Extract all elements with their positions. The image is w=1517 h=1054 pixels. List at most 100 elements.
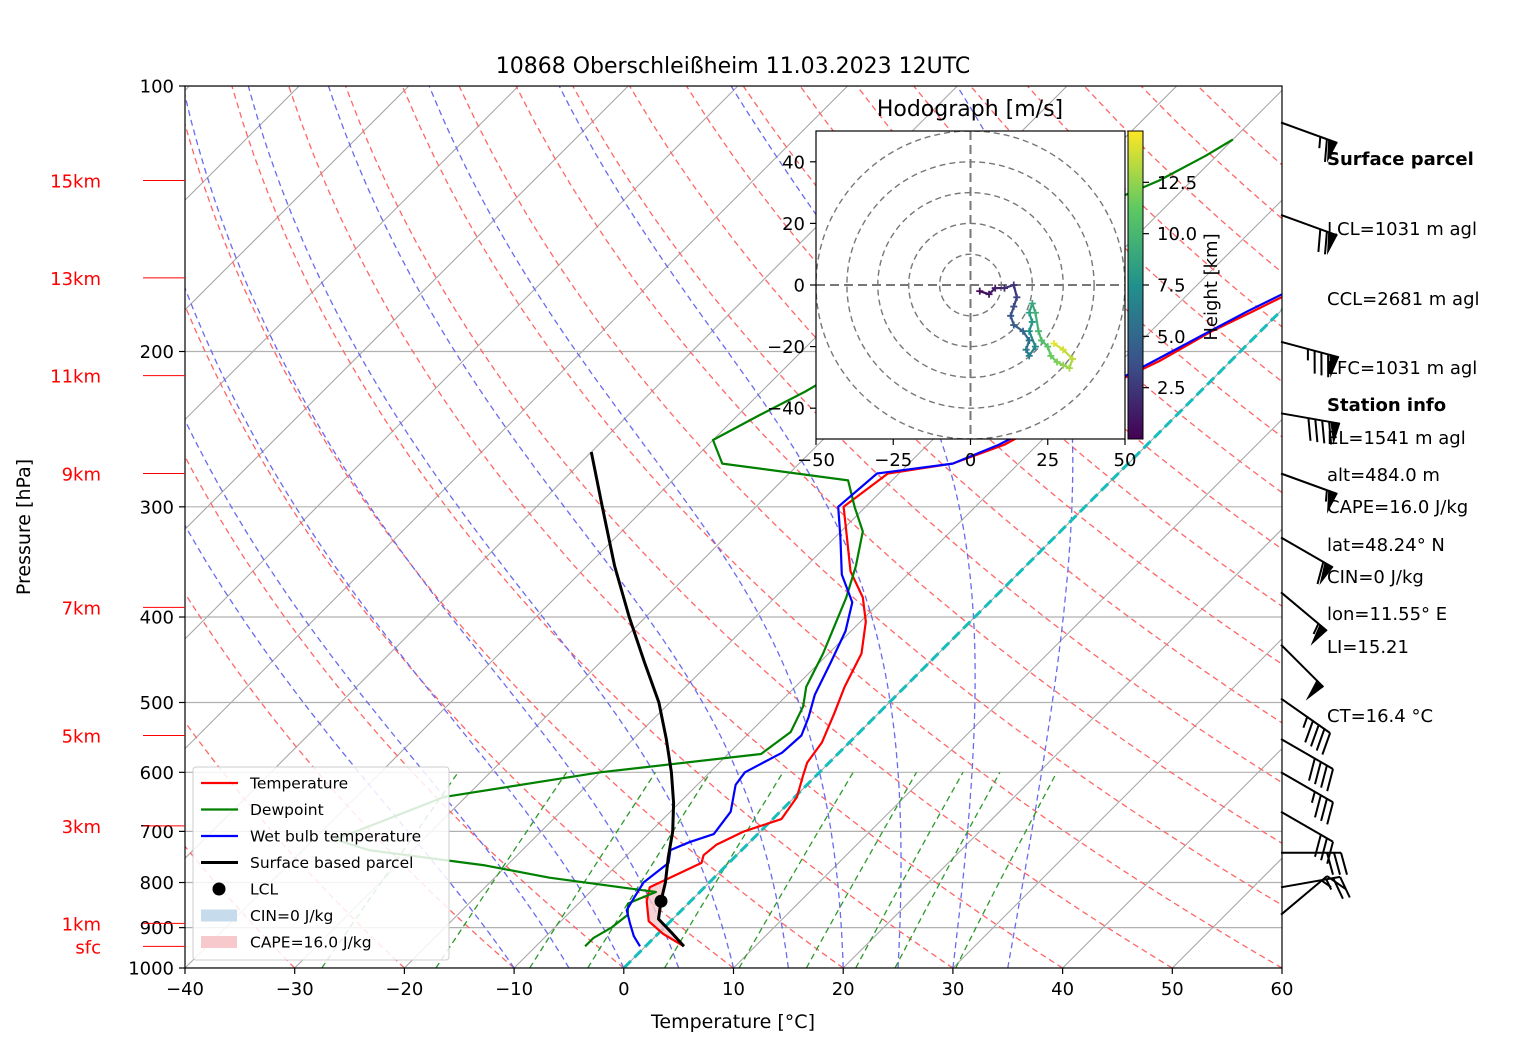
hodograph-point	[1000, 284, 1008, 292]
colorbar-label: Height [km]	[1201, 233, 1222, 340]
hodograph-y-tick-label: −40	[767, 399, 805, 420]
wind-barb	[1280, 771, 1334, 825]
skewt-axes: −40 −30 −20 −10 0 10 20 30 40 50 60100200300400500…	[50, 77, 1293, 1001]
dry-adiabat	[856, 86, 1282, 494]
hodograph-point	[1025, 336, 1033, 344]
zero-isotherm	[622, 307, 1282, 968]
barb-full	[1314, 795, 1322, 818]
surface-parcel-line: CT=16.4 °C	[1327, 706, 1434, 728]
hodograph-y-tick-label: −20	[767, 337, 805, 358]
height-label: 11km	[50, 367, 101, 388]
isotherm-gridline	[185, 86, 410, 311]
barb-half	[1324, 490, 1328, 502]
height-label: 13km	[50, 269, 101, 290]
isotherm-gridline	[185, 86, 519, 421]
legend-box	[192, 766, 450, 961]
barb-flag	[1319, 562, 1333, 586]
barb-flag	[1327, 139, 1338, 163]
x-tick-label: 10	[722, 979, 745, 1000]
wind-barb	[1280, 213, 1338, 256]
mixing-ratio-line	[855, 771, 964, 968]
hodograph-x-tick-label: −50	[797, 450, 835, 471]
surface-parcel-line: CAPE=16.0 J/kg	[1327, 497, 1469, 519]
barb-flag	[1330, 422, 1341, 445]
y-axis-label: Pressure [hPa]	[13, 459, 35, 595]
surface-parcel-header: Surface parcel	[1327, 149, 1474, 171]
barb-full	[1315, 728, 1326, 751]
barb-full	[1324, 139, 1328, 162]
barb-full	[1320, 765, 1328, 788]
barb-full	[1314, 419, 1319, 443]
hodograph-y-tick-label: 40	[782, 152, 805, 173]
hodograph-point	[991, 284, 999, 292]
hodograph-point	[1028, 318, 1036, 326]
wind-barb	[1280, 875, 1351, 900]
surface-parcel-line: LI=15.21	[1327, 636, 1409, 658]
legend-marker	[212, 882, 226, 896]
wind-barb	[1280, 591, 1328, 646]
barb-full	[1307, 418, 1312, 441]
station-info-header: Station info	[1327, 395, 1447, 417]
wind-barb	[1280, 738, 1334, 792]
barb-full	[1316, 561, 1325, 585]
hodograph-point	[1047, 352, 1055, 360]
dry-adiabat	[458, 86, 1282, 906]
barb-flag	[1327, 232, 1338, 256]
barb-staff	[1280, 643, 1325, 688]
hodograph-x-tick-label: 50	[1114, 450, 1137, 471]
barb-full	[1320, 837, 1328, 861]
wind-barb	[1280, 875, 1347, 916]
hodograph-title: Hodograph [m/s]	[877, 97, 1063, 122]
hodograph-x-tick-label: −25	[874, 450, 912, 471]
barb-half	[1312, 623, 1320, 635]
wind-barb	[1280, 472, 1338, 514]
legend-label: Temperature	[249, 775, 348, 793]
hodograph-point	[1059, 346, 1067, 354]
isotherm-gridline	[185, 86, 739, 640]
barb-full	[1328, 421, 1333, 445]
hodograph-x-tick-label: 0	[965, 450, 976, 471]
hodograph-point	[1031, 343, 1039, 351]
x-tick-label: 60	[1271, 979, 1294, 1000]
hodograph-segment	[1040, 339, 1049, 348]
y-tick-label: 900	[140, 918, 174, 939]
legend-label: Surface based parcel	[250, 854, 413, 872]
barb-staff	[1280, 340, 1340, 359]
moist-adiabat	[185, 92, 680, 968]
moist-adiabat	[185, 524, 515, 968]
station-info-panel: Station info alt=484.0 m lat=48.24° N lo…	[1327, 348, 1447, 650]
hodograph-y-tick-label: 20	[782, 214, 805, 235]
wind-barb	[1280, 810, 1334, 865]
dry-adiabat	[401, 86, 1282, 968]
x-tick-label: 30	[941, 979, 964, 1000]
barb-flag	[1329, 354, 1339, 378]
wind-barb	[1280, 340, 1340, 378]
hodograph-point	[1031, 309, 1039, 317]
wind-barb	[1280, 697, 1332, 755]
station-info-line: alt=484.0 m	[1327, 465, 1440, 487]
barb-flag	[1305, 680, 1324, 701]
x-axis-label: Temperature [°C]	[650, 1011, 815, 1033]
x-tick-label: −30	[276, 979, 314, 1000]
barb-staff	[1280, 121, 1338, 144]
barb-full	[1326, 802, 1334, 825]
height-label: 1km	[62, 914, 101, 935]
y-tick-label: 100	[140, 77, 174, 98]
hodograph-segment	[1028, 330, 1037, 348]
barb-full	[1326, 852, 1334, 875]
barb-full	[1340, 852, 1348, 875]
x-tick-label: −40	[166, 979, 204, 1000]
barb-half	[1318, 136, 1322, 149]
hodograph-point	[1010, 321, 1018, 329]
y-tick-label: 300	[140, 497, 174, 518]
hodograph-point	[1065, 364, 1073, 372]
wind-barb	[1280, 412, 1341, 445]
mixing-ratio-line	[894, 771, 1001, 968]
height-label: 5km	[62, 727, 101, 748]
hodograph-point	[976, 287, 984, 295]
barb-full	[1304, 720, 1314, 743]
mixing-ratio-line	[738, 771, 854, 968]
mixing-ratio-line	[435, 771, 568, 968]
station-info-line: lat=48.24° N	[1327, 534, 1445, 556]
hodograph-point	[1053, 358, 1061, 366]
